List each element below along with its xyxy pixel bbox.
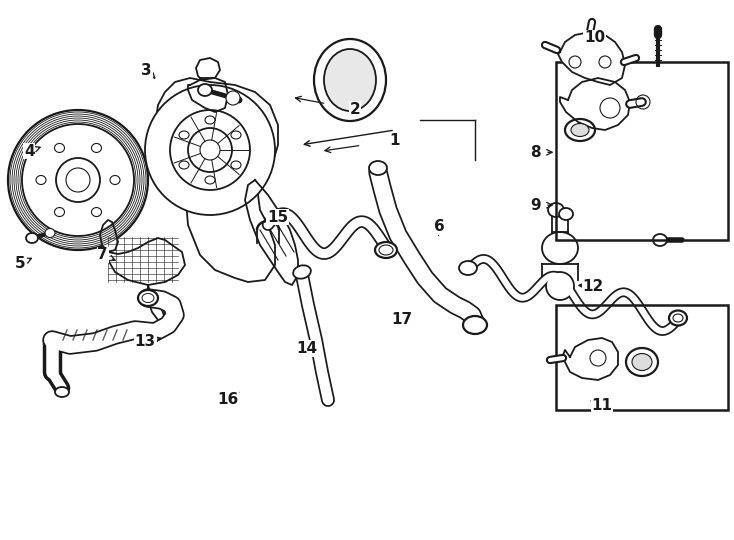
Circle shape [145,85,275,215]
Ellipse shape [632,354,652,370]
Ellipse shape [669,310,687,326]
Text: 8: 8 [531,145,541,160]
Ellipse shape [92,144,101,152]
Ellipse shape [369,161,387,175]
Circle shape [8,110,148,250]
Ellipse shape [459,261,477,275]
Text: 13: 13 [135,334,156,349]
Text: 7: 7 [98,247,108,262]
Polygon shape [100,220,185,285]
Ellipse shape [542,232,578,264]
Ellipse shape [54,207,65,217]
Text: 10: 10 [584,30,605,45]
Circle shape [56,158,100,202]
Polygon shape [155,78,278,282]
Text: 5: 5 [15,256,26,271]
Ellipse shape [36,176,46,185]
Polygon shape [245,180,298,285]
Text: 6: 6 [434,219,444,234]
Text: 3: 3 [142,63,152,78]
Ellipse shape [375,242,397,258]
Polygon shape [196,58,220,78]
Ellipse shape [324,49,376,111]
Ellipse shape [54,144,65,152]
Circle shape [226,91,240,105]
Circle shape [546,272,574,300]
Ellipse shape [26,233,38,243]
Ellipse shape [565,119,595,141]
Ellipse shape [314,39,386,121]
Text: 16: 16 [217,392,238,407]
Text: 9: 9 [531,198,541,213]
Polygon shape [148,285,165,325]
Text: 11: 11 [592,397,612,413]
Polygon shape [188,78,228,112]
Ellipse shape [571,124,589,137]
Circle shape [22,124,134,236]
Polygon shape [563,338,618,380]
Text: 12: 12 [583,279,603,294]
Ellipse shape [45,228,55,238]
Ellipse shape [548,203,564,217]
Ellipse shape [559,208,573,220]
Ellipse shape [626,348,658,376]
Ellipse shape [55,387,69,397]
Polygon shape [560,78,630,130]
Ellipse shape [463,316,487,334]
Text: 1: 1 [390,133,400,148]
Text: 17: 17 [392,312,413,327]
Text: 2: 2 [350,102,360,117]
Text: 15: 15 [267,210,288,225]
Ellipse shape [110,176,120,185]
Text: 4: 4 [24,144,34,159]
Polygon shape [558,32,625,85]
Ellipse shape [138,290,158,306]
Text: 14: 14 [297,341,317,356]
Bar [556,62,728,240]
Ellipse shape [92,207,101,217]
Bar [556,305,728,410]
Ellipse shape [653,234,667,246]
Ellipse shape [198,84,212,96]
Ellipse shape [293,265,311,279]
